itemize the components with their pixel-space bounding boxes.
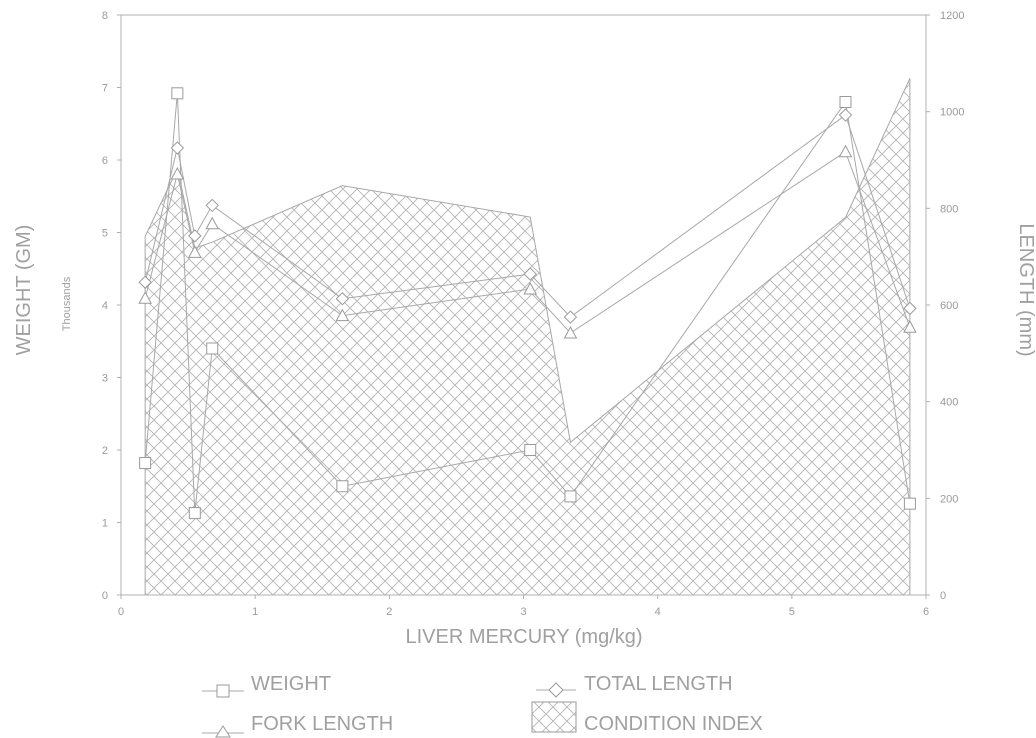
legend: WEIGHT TOTAL LENGTH FORK LENGTH CONDITIO…	[202, 673, 763, 737]
y-left-tick-label: 3	[102, 373, 108, 385]
y-right-axis-title: LENGTH (mm)	[1015, 223, 1036, 356]
weight-point	[904, 498, 915, 509]
condition-index-area	[145, 78, 910, 595]
triangle-marker-icon	[216, 726, 230, 737]
y-left-unit-label: Thousands	[61, 276, 73, 331]
x-tick-label: 2	[386, 606, 392, 618]
condition-index-area-shape	[145, 78, 910, 595]
diamond-marker-icon	[549, 683, 563, 697]
legend-label-fork-length: FORK LENGTH	[251, 713, 393, 735]
y-right-tick-label: 600	[940, 300, 958, 312]
x-axis-title: LIVER MERCURY (mg/kg)	[405, 626, 642, 648]
x-tick-label: 1	[252, 606, 258, 618]
x-tick-label: 4	[655, 606, 661, 618]
weight-point	[207, 343, 218, 354]
total-length-point	[206, 199, 218, 211]
x-tick-label: 3	[520, 606, 526, 618]
y-left-tick-label: 8	[102, 10, 108, 22]
x-tick-label: 5	[789, 606, 795, 618]
legend-item-weight: WEIGHT	[202, 673, 331, 697]
weight-point	[172, 88, 183, 99]
y-right-tick-label: 0	[940, 590, 946, 602]
square-marker-icon	[217, 685, 229, 697]
x-tick-label: 0	[118, 606, 124, 618]
y-left-tick-label: 2	[102, 445, 108, 457]
crosshatch-swatch-icon	[532, 702, 576, 732]
weight-point	[189, 508, 200, 519]
legend-label-total-length: TOTAL LENGTH	[584, 673, 733, 695]
legend-item-condition-index: CONDITION INDEX	[532, 702, 763, 735]
fork-length-point	[840, 146, 852, 157]
weight-point	[565, 491, 576, 502]
legend-item-fork-length: FORK LENGTH	[202, 713, 393, 737]
weight-point	[140, 458, 151, 469]
y-left-tick-label: 1	[102, 518, 108, 530]
y-left-tick-label: 4	[102, 300, 108, 312]
legend-label-weight: WEIGHT	[251, 673, 331, 695]
x-tick-label: 6	[923, 606, 929, 618]
y-left-tick-label: 6	[102, 155, 108, 167]
y-right-tick-label: 200	[940, 493, 958, 505]
total-length-point	[840, 109, 852, 121]
weight-point	[840, 97, 851, 108]
y-right-tick-label: 400	[940, 397, 958, 409]
legend-label-condition-index: CONDITION INDEX	[584, 713, 763, 735]
y-right-tick-label: 1000	[940, 107, 964, 119]
fork-length-point	[206, 218, 218, 229]
y-left-tick-label: 5	[102, 228, 108, 240]
weight-point	[525, 445, 536, 456]
weight-point	[337, 481, 348, 492]
legend-item-total-length: TOTAL LENGTH	[536, 673, 733, 697]
y-right-tick-label: 1200	[940, 10, 964, 22]
y-right-tick-label: 800	[940, 203, 958, 215]
y-left-tick-label: 7	[102, 83, 108, 95]
y-left-axis-title: WEIGHT (GM)	[13, 225, 35, 356]
y-left-tick-label: 0	[102, 590, 108, 602]
